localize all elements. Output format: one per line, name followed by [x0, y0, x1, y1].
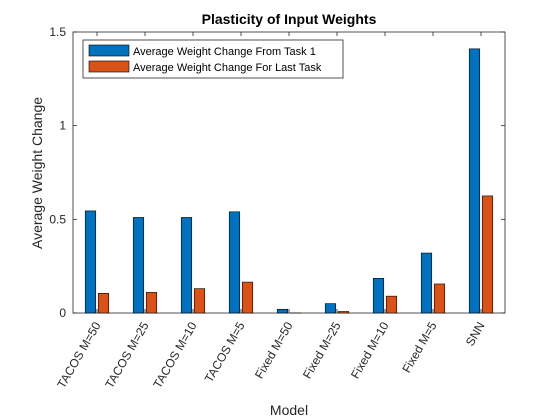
- x-tick-label: TACOS M=25: [102, 319, 151, 390]
- bar-series-2: [193, 288, 206, 314]
- y-tick-label: 1.5: [49, 25, 66, 39]
- bar-series-2: [433, 283, 446, 314]
- y-tick-label: 1: [59, 119, 66, 133]
- bar-series-2: [97, 293, 110, 314]
- bar-series-2: [481, 195, 494, 314]
- bar-series-2: [337, 311, 350, 314]
- bar-series-1: [468, 48, 481, 314]
- x-tick-label: TACOS M=5: [202, 319, 248, 385]
- x-tick-label: Fixed M=5: [399, 319, 439, 375]
- legend-swatch: [88, 44, 130, 57]
- bar-series-1: [372, 278, 385, 314]
- bar-series-2: [145, 292, 158, 314]
- bar-series-1: [324, 303, 337, 314]
- legend-swatch: [88, 60, 130, 73]
- legend-label: Average Weight Change From Task 1: [133, 46, 316, 58]
- bar-series-1: [132, 217, 145, 314]
- bar-series-1: [420, 252, 433, 314]
- bar-series-2: [241, 281, 254, 314]
- x-axis-title: Model: [270, 402, 308, 418]
- y-tick-label: 0.5: [49, 212, 66, 226]
- bar-series-1: [228, 211, 241, 314]
- y-axis-title: Average Weight Change: [29, 97, 45, 249]
- chart-title: Plasticity of Input Weights: [202, 11, 377, 27]
- bar-series-1: [180, 217, 193, 314]
- x-tick-label: SNN: [463, 320, 488, 349]
- bar-series-1: [276, 308, 289, 314]
- x-tick-label: Fixed M=10: [348, 319, 392, 381]
- legend: Average Weight Change From Task 1 Average…: [82, 39, 344, 79]
- x-tick-label: TACOS M=50: [54, 319, 103, 390]
- x-tick-label: Fixed M=50: [252, 319, 296, 381]
- bar-series-1: [84, 210, 97, 314]
- legend-label: Average Weight Change For Last Task: [133, 62, 322, 74]
- bar-series-2: [385, 295, 398, 314]
- plot-frame: [72, 31, 506, 314]
- x-tick-label: Fixed M=25: [300, 319, 344, 381]
- x-tick-label: TACOS M=10: [150, 319, 199, 390]
- y-tick-label: 0: [59, 306, 66, 320]
